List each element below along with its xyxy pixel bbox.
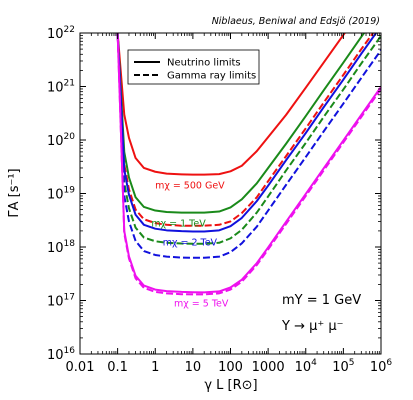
y-tick-label-exponent: 21 [64,79,75,89]
y-tick-label: 1022 [47,25,75,42]
y-tick-label-base: 10 [47,348,64,363]
y-tick-label: 1017 [47,293,75,310]
y-tick-label: 1018 [47,239,75,256]
y-tick-label-exponent: 16 [64,346,76,356]
series-line-neutrino-2 [116,33,366,214]
x-tick-label-exponent: 4 [311,358,317,368]
y-tick-label-base: 10 [47,241,64,256]
tick-layer: 0.01 0.1 1 10 100 1000 104 105 10610161017101810… [47,25,392,375]
y-tick-label-exponent: 22 [64,25,75,35]
legend: Neutrino limits Gamma ray limits [127,49,260,85]
series-line-neutrino-0 [116,33,347,176]
y-tick-label-exponent: 18 [64,239,76,249]
y-tick-label-exponent: 19 [64,186,76,196]
y-tick-label-exponent: 17 [64,293,75,303]
series-line-gamma-5 [116,33,381,259]
y-tick-label: 1019 [47,186,75,203]
legend-label-neutrino: Neutrino limits [167,58,241,69]
chart-credit: Niblaeus, Beniwal and Edsjö (2019) [212,16,380,27]
y-tick-label-base: 10 [47,188,64,203]
x-tick-label-base: 10 [332,360,349,375]
y-tick-label-base: 10 [47,27,64,42]
y-tick-label: 1020 [47,132,75,149]
y-tick-label-base: 10 [47,134,64,149]
x-tick-label-base: 10 [295,360,312,375]
y-tick-label-base: 10 [47,295,64,310]
legend-box [127,49,260,85]
series-mass-label: mχ = 5 TeV [174,298,229,309]
x-tick-label: 1000 [252,360,285,375]
series-line-neutrino-4 [116,33,378,233]
x-tick-label-base: 10 [370,360,387,375]
x-tick-label-exponent: 5 [349,358,355,368]
legend-label-gamma: Gamma ray limits [167,71,256,82]
y-tick-label-exponent: 20 [64,132,76,142]
y-tick-label-base: 10 [47,81,64,96]
y-tick-label: 1021 [47,79,75,96]
x-tick-label: 105 [332,358,354,375]
x-tick-label: 104 [295,358,318,375]
x-tick-label: 106 [370,358,393,375]
y-axis-label: ΓA [s⁻¹] [7,168,22,217]
series-mass-label: mχ = 500 GeV [155,181,225,192]
x-tick-label: 0.01 [66,360,95,375]
series-line-gamma-3 [116,33,381,245]
x-tick-label: 1 [151,360,159,375]
series-line-gamma-7 [116,33,381,296]
series-mass-label: mχ = 2 TeV [163,237,218,248]
series-line-gamma-1 [116,33,375,227]
series-line-neutrino-6 [116,33,381,294]
annotation-channel: Y → μ⁺ μ⁻ [281,319,344,334]
y-tick-label: 1016 [47,346,75,363]
series-mass-label: mχ = 1 TeV [151,219,206,230]
x-axis-label: γ L [R⊙] [204,378,257,393]
x-tick-label: 0.1 [107,360,128,375]
x-tick-label-exponent: 6 [386,358,392,368]
x-tick-label: 10 [185,360,202,375]
x-tick-label: 100 [218,360,243,375]
series-layer [116,33,381,296]
annotation-mediator-mass: mY = 1 GeV [282,293,361,308]
